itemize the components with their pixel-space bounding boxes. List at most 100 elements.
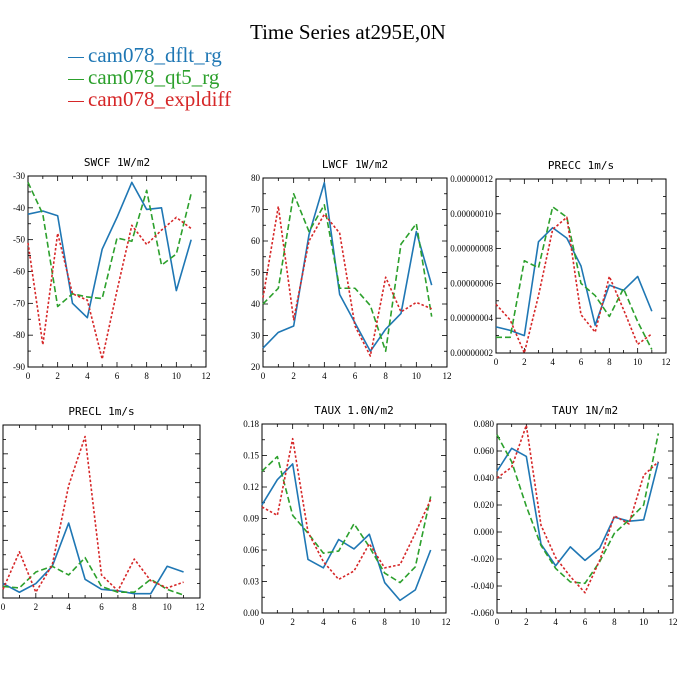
swcf-ytick-label: -80 xyxy=(13,330,25,340)
panel-swcf: SWCF 1W/m2 0 2 4 6 8 10 12 -90 -80 -70 -60 -50 -40 -30 xyxy=(13,156,211,381)
tauy-ytick-label: 0.060 xyxy=(474,446,495,456)
taux-xtick-label: 2 xyxy=(290,617,295,627)
swcf-xtick-label: 0 xyxy=(26,371,31,381)
tauy-xtick-label: 8 xyxy=(612,617,617,627)
legend-item-dflt: cam078_dflt_rg xyxy=(68,44,231,66)
precl-title: PRECL 1m/s xyxy=(68,405,134,418)
tauy-series-expldiff xyxy=(496,424,659,594)
lwcf-xtick-label: 10 xyxy=(412,371,422,381)
swcf-xtick-label: 10 xyxy=(172,371,182,381)
lwcf-ytick-label: 40 xyxy=(251,299,261,309)
taux-ytick-label: 0.06 xyxy=(243,545,259,555)
panel-tauy: TAUY 1N/m2 0 2 4 6 8 10 12 -0.060 -0.040 -0.020 0.0… xyxy=(471,404,678,627)
legend-label-qt5: cam078_qt5_rg xyxy=(88,65,220,89)
taux-ytick-label: 0.09 xyxy=(243,514,259,524)
lwcf-ytick-label: 20 xyxy=(251,362,261,372)
tauy-ytick-label: -0.040 xyxy=(471,581,495,591)
precc-xtick-label: 4 xyxy=(550,357,555,367)
precc-ytick-label: 0.00000006 xyxy=(450,278,493,288)
tauy-ytick-label: 0.000 xyxy=(474,527,495,537)
legend: cam078_dflt_rg cam078_qt5_rg cam078_expl… xyxy=(68,44,231,110)
precl-xtick-label: 6 xyxy=(99,602,104,612)
swcf-xtick-label: 6 xyxy=(115,371,120,381)
swcf-title: SWCF 1W/m2 xyxy=(84,156,150,169)
panel-lwcf: LWCF 1W/m2 0 2 4 6 8 10 12 20 30 40 50 60 70 80 xyxy=(251,158,452,381)
swcf-ytick-label: -70 xyxy=(13,298,25,308)
precc-series-dflt xyxy=(495,226,653,337)
precl-ytick-label: 0.00000004 xyxy=(0,535,1,545)
precl-xtick-label: 10 xyxy=(163,602,173,612)
page-title: Time Series at295E,0N xyxy=(250,20,446,44)
precl-series-qt5 xyxy=(2,556,184,596)
lwcf-series-expldiff xyxy=(262,205,432,357)
legend-item-expldiff: cam078_expldiff xyxy=(68,88,231,110)
precc-xtick-label: 2 xyxy=(522,357,527,367)
tauy-title: TAUY 1N/m2 xyxy=(552,404,618,417)
tauy-xtick-label: 10 xyxy=(639,617,649,627)
panel-taux: TAUX 1.0N/m2 0 2 4 6 8 10 12 0.00 0.03 0.06 0.09 0.1… xyxy=(243,404,450,627)
swcf-xtick-label: 8 xyxy=(144,371,149,381)
legend-swatch-qt5 xyxy=(68,78,84,80)
taux-ytick-label: 0.18 xyxy=(243,419,259,429)
swcf-frame xyxy=(27,175,207,368)
taux-xtick-label: 4 xyxy=(321,617,326,627)
tauy-series-dflt xyxy=(496,447,660,567)
swcf-ytick-label: -50 xyxy=(13,235,25,245)
tauy-xtick-label: 2 xyxy=(524,617,529,627)
precc-ytick-label: 0.00000004 xyxy=(450,313,493,323)
taux-xtick-label: 0 xyxy=(260,617,265,627)
tauy-ytick-label: 0.080 xyxy=(474,419,495,429)
swcf-ytick-label: -60 xyxy=(13,267,25,277)
precc-xtick-label: 0 xyxy=(494,357,499,367)
precl-xtick-label: 0 xyxy=(1,602,6,612)
taux-ytick-label: 0.15 xyxy=(243,451,259,461)
swcf-xtick-label: 4 xyxy=(85,371,90,381)
precc-series-expldiff xyxy=(495,216,653,354)
taux-series-dflt xyxy=(261,463,432,602)
precc-ytick-label: 0.00000010 xyxy=(450,209,493,219)
precc-ytick-label: 0.00000002 xyxy=(450,348,493,358)
lwcf-ytick-label: 60 xyxy=(251,236,261,246)
taux-ytick-label: 0.03 xyxy=(243,577,259,587)
legend-label-expldiff: cam078_expldiff xyxy=(88,87,232,111)
lwcf-xtick-label: 0 xyxy=(261,371,266,381)
precc-ytick-label: 0.00000012 xyxy=(450,174,493,184)
tauy-ytick-label: 0.040 xyxy=(474,473,495,483)
taux-title: TAUX 1.0N/m2 xyxy=(314,404,393,417)
lwcf-title: LWCF 1W/m2 xyxy=(322,158,388,171)
lwcf-ytick-label: 50 xyxy=(251,268,261,278)
taux-xtick-label: 12 xyxy=(442,617,451,627)
precl-series-expldiff xyxy=(2,435,184,594)
precc-title: PRECC 1m/s xyxy=(548,159,614,172)
swcf-xtick-label: 12 xyxy=(202,371,211,381)
lwcf-ytick-label: 30 xyxy=(251,331,261,341)
taux-xtick-label: 10 xyxy=(411,617,421,627)
legend-swatch-expldiff xyxy=(68,100,84,102)
lwcf-xtick-label: 12 xyxy=(443,371,452,381)
precl-ytick-label: 0.00000006 xyxy=(0,507,1,517)
tauy-frame xyxy=(496,423,674,614)
taux-xtick-label: 6 xyxy=(352,617,357,627)
taux-xtick-label: 8 xyxy=(382,617,387,627)
swcf-ytick-label: -90 xyxy=(13,362,25,372)
legend-label-dflt: cam078_dflt_rg xyxy=(88,43,222,67)
swcf-series-dflt xyxy=(27,181,192,319)
panel-precc: PRECC 1m/s 0 2 4 6 8 10 12 0.00000002 0.00000004 0… xyxy=(450,159,670,367)
tauy-xtick-label: 6 xyxy=(583,617,588,627)
precl-xtick-label: 12 xyxy=(196,602,205,612)
lwcf-frame xyxy=(262,177,448,368)
lwcf-xtick-label: 4 xyxy=(322,371,327,381)
swcf-series-qt5 xyxy=(27,182,192,308)
precc-xtick-label: 8 xyxy=(607,357,612,367)
lwcf-xtick-label: 6 xyxy=(353,371,358,381)
precl-ytick-label: 0.00000008 xyxy=(0,478,1,488)
precc-ytick-label: 0.00000008 xyxy=(450,244,493,254)
precl-frame xyxy=(2,424,201,599)
taux-series-qt5 xyxy=(261,455,432,584)
precc-xtick-label: 6 xyxy=(579,357,584,367)
tauy-xtick-label: 4 xyxy=(553,617,558,627)
tauy-xtick-label: 12 xyxy=(669,617,678,627)
precl-xtick-label: 2 xyxy=(34,602,39,612)
legend-item-qt5: cam078_qt5_rg xyxy=(68,66,231,88)
